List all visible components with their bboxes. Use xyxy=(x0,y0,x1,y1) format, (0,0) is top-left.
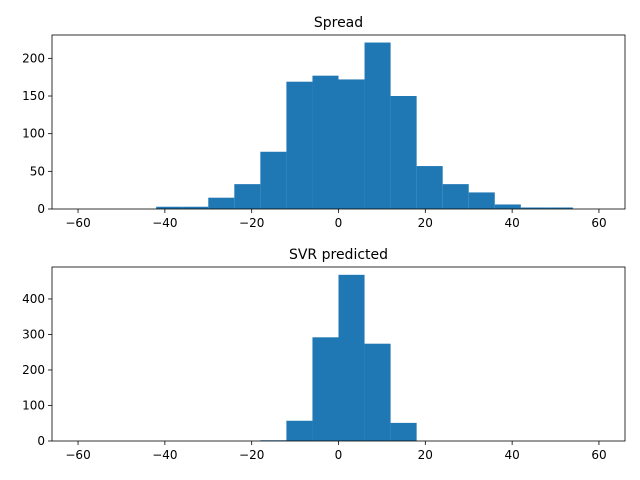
x-tick-label: 0 xyxy=(335,448,343,462)
histogram-bar xyxy=(208,197,235,209)
histogram-bar xyxy=(260,151,287,209)
histogram-bar xyxy=(364,343,391,441)
y-tick-label: 150 xyxy=(22,89,45,103)
y-tick-label: 300 xyxy=(22,327,45,341)
histogram-bar xyxy=(312,337,339,441)
x-tick-label: −60 xyxy=(65,448,90,462)
histogram-bar xyxy=(286,420,313,441)
x-tick-label: 40 xyxy=(504,448,519,462)
svr-predicted-histogram-panel: −60 −40 −20 0 20 40 60 0 100 200 300 400 SVR predict… xyxy=(22,247,626,462)
chart-title: Spread xyxy=(314,15,363,31)
histogram-bar xyxy=(364,42,391,209)
y-tick-label: 50 xyxy=(30,164,45,178)
histogram-bar xyxy=(494,204,521,209)
spread-histogram-panel: −60 −40 −20 0 20 40 60 0 50 100 150 200 Spread xyxy=(22,15,626,230)
x-tick-label: 20 xyxy=(418,216,433,230)
y-tick-label: 0 xyxy=(37,202,45,216)
histogram-bar xyxy=(182,206,209,209)
x-tick-label: 20 xyxy=(418,448,433,462)
chart-title: SVR predicted xyxy=(289,247,388,263)
x-tick-label: −60 xyxy=(65,216,90,230)
histogram-bar xyxy=(416,166,443,209)
histogram-bar xyxy=(234,184,261,209)
histogram-bar xyxy=(312,75,339,209)
y-tick-label: 200 xyxy=(22,363,45,377)
histogram-bar xyxy=(390,96,417,209)
histogram-bar xyxy=(520,207,547,209)
x-tick-label: −20 xyxy=(239,448,264,462)
x-tick-label: 40 xyxy=(504,216,519,230)
x-tick-label: 0 xyxy=(335,216,343,230)
y-tick-label: 100 xyxy=(22,127,45,141)
histogram-bar xyxy=(546,207,573,209)
histogram-bar xyxy=(390,422,417,441)
x-tick-label: 60 xyxy=(591,448,606,462)
y-tick-label: 100 xyxy=(22,398,45,412)
x-tick-label: 60 xyxy=(591,216,606,230)
histogram-bar xyxy=(286,81,313,209)
x-tick-label: −20 xyxy=(239,216,264,230)
histogram-bar xyxy=(442,184,469,209)
y-tick-label: 400 xyxy=(22,292,45,306)
x-tick-label: −40 xyxy=(152,448,177,462)
histogram-bar xyxy=(338,79,365,209)
y-tick-label: 0 xyxy=(37,434,45,448)
x-tick-label: −40 xyxy=(152,216,177,230)
histogram-bar xyxy=(338,274,365,441)
histogram-bar xyxy=(156,206,183,209)
y-tick-label: 200 xyxy=(22,51,45,65)
histogram-bar xyxy=(468,192,495,209)
